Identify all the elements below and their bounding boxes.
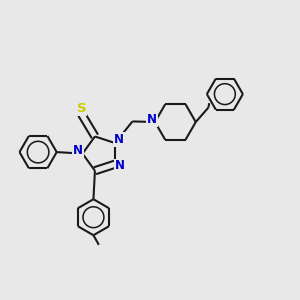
Text: N: N <box>114 133 124 146</box>
Text: N: N <box>147 113 157 126</box>
Text: S: S <box>76 102 86 115</box>
Text: N: N <box>115 160 125 172</box>
Text: N: N <box>73 144 83 157</box>
